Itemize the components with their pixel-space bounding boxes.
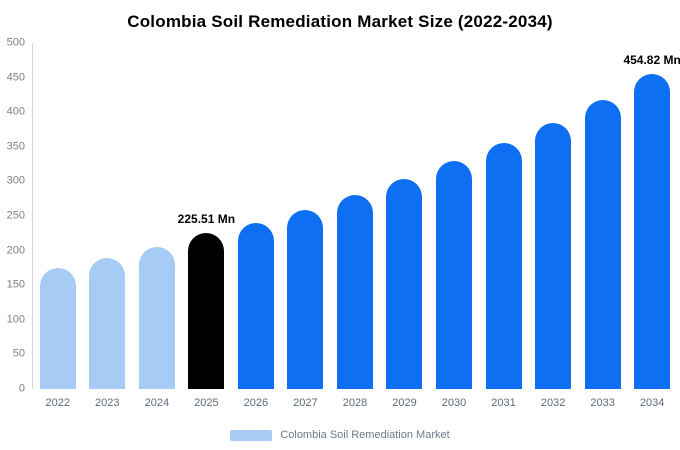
legend: Colombia Soil Remediation Market xyxy=(0,429,680,441)
x-axis-label: 2034 xyxy=(639,397,665,409)
y-axis-label: 500 xyxy=(6,36,25,49)
bar-2032 xyxy=(535,122,572,389)
y-axis-label: 400 xyxy=(6,105,25,118)
bar-column-2030: 2030 xyxy=(429,43,479,409)
bar-column-2023: 2023 xyxy=(83,43,133,409)
y-axis-label: 350 xyxy=(6,140,25,153)
y-axis-label: 50 xyxy=(12,347,25,360)
x-axis-label: 2027 xyxy=(293,397,318,409)
bar-column-2032: 2032 xyxy=(528,43,578,409)
bar-column-2028: 2028 xyxy=(330,43,380,409)
y-axis-label: 100 xyxy=(6,313,25,326)
y-axis: 0 50 100 150 200 250 300 350 400 450 500 xyxy=(0,37,28,394)
bar-column-2031: 2031 xyxy=(479,43,529,409)
bar-2030 xyxy=(436,160,473,389)
bar-column-2029: 2029 xyxy=(380,43,430,409)
x-axis-label: 2026 xyxy=(243,397,269,409)
bar-column-2033: 2033 xyxy=(578,43,628,409)
bar-column-2024: 2024 xyxy=(132,43,182,409)
bar-2029 xyxy=(386,179,423,389)
y-axis-label: 0 xyxy=(18,382,25,395)
x-axis-label: 2024 xyxy=(144,397,170,409)
y-axis-label: 150 xyxy=(6,278,25,291)
x-axis-label: 2032 xyxy=(540,397,566,409)
bar-2025 xyxy=(188,232,225,389)
chart-title: Colombia Soil Remediation Market Size (2… xyxy=(127,12,553,31)
bar-2026 xyxy=(237,222,274,389)
bar-2027 xyxy=(287,210,324,389)
legend-swatch xyxy=(230,429,273,441)
bar-2031 xyxy=(485,142,522,389)
plot-area: 2022 2023 2024 2025 225.51 Mn 2026 2027 2028 202… xyxy=(32,43,680,409)
bar-column-2022: 2022 xyxy=(33,43,83,409)
bar-column-2026: 2026 xyxy=(231,43,281,409)
x-axis-label: 2031 xyxy=(491,397,516,409)
x-axis-label: 2023 xyxy=(95,397,120,409)
bar-2033 xyxy=(584,100,621,389)
x-axis-label: 2022 xyxy=(45,397,71,409)
y-axis-label: 250 xyxy=(6,209,25,222)
bar-2023 xyxy=(89,257,126,389)
x-axis-label: 2028 xyxy=(342,397,368,409)
bar-column-2034: 2034 454.82 Mn xyxy=(623,43,680,409)
bar-2034 xyxy=(634,74,671,389)
legend-label: Colombia Soil Remediation Market xyxy=(280,429,450,441)
bar-2022 xyxy=(39,267,76,389)
value-label-2034: 454.82 Mn xyxy=(623,53,680,68)
x-axis-label: 2030 xyxy=(441,397,467,409)
x-axis-label: 2033 xyxy=(590,397,615,409)
x-axis-label: 2025 xyxy=(194,397,219,409)
bar-2024 xyxy=(138,247,175,389)
bar-column-2027: 2027 xyxy=(281,43,331,409)
bar-column-2025: 2025 225.51 Mn xyxy=(178,43,235,409)
bar-2028 xyxy=(336,194,373,389)
value-label-2025: 225.51 Mn xyxy=(177,211,236,226)
y-axis-label: 450 xyxy=(6,71,25,84)
y-axis-label: 300 xyxy=(6,174,25,187)
y-axis-label: 200 xyxy=(6,244,25,257)
x-axis-label: 2029 xyxy=(392,397,417,409)
